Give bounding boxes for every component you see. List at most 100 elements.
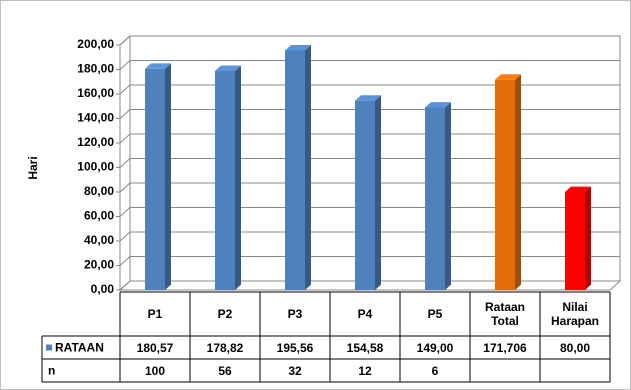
grid-segment [119, 207, 620, 217]
y-tick-label: 80,00 [84, 184, 114, 198]
bar [215, 65, 241, 291]
y-tick-label: 160,00 [77, 86, 114, 100]
y-tick-label: 120,00 [77, 135, 114, 149]
x-tick-label: P5 [427, 307, 443, 321]
bar-side [235, 65, 241, 290]
table-value: 100 [144, 363, 166, 378]
data-label: 80,00 [559, 340, 591, 355]
bar [145, 63, 171, 290]
bar [355, 95, 381, 291]
data-label: 171,706 [483, 340, 527, 355]
grid-line [119, 280, 620, 291]
data-label: 180,57 [136, 340, 174, 355]
y-tick-label: 20,00 [84, 258, 114, 272]
x-tick-label: P4 [357, 307, 373, 321]
grid-line [119, 256, 620, 266]
x-tick-label: P2 [217, 307, 233, 321]
x-tick-label-cell: P5 [427, 307, 443, 321]
bar-side [445, 102, 451, 290]
bar-front [355, 100, 375, 291]
grid-line [119, 60, 620, 70]
table-value: 32 [288, 363, 302, 378]
grid-line [119, 109, 620, 119]
data-label: 195,56 [276, 340, 314, 355]
bar-side [165, 63, 171, 290]
legend-swatch [46, 344, 52, 351]
x-tick-label: P1 [147, 307, 163, 321]
grid-line [119, 158, 620, 168]
bar-top [425, 102, 451, 108]
grid-segment [119, 280, 620, 291]
table-value: 6 [431, 363, 439, 378]
grid-segment [119, 84, 620, 95]
x-tick-label: P3 [287, 307, 303, 321]
data-label-cell: 171,706 [483, 340, 527, 355]
bar-side [515, 74, 521, 290]
x-tick-label-cell: Rataan Total [484, 300, 525, 328]
data-label: 178,82 [206, 340, 244, 355]
grid-line [119, 84, 620, 95]
bar [285, 45, 311, 291]
grid-segment [119, 35, 620, 46]
table-value-cell: 6 [431, 363, 439, 378]
bar-front [145, 68, 165, 290]
y-tick-label: 40,00 [84, 233, 114, 247]
grid-line [119, 35, 620, 46]
bar-side [585, 186, 591, 290]
y-tick-label: 140,00 [77, 111, 114, 125]
data-label-cell: 180,57 [136, 340, 174, 355]
y-tick-label: 60,00 [84, 209, 114, 223]
bar-front [425, 107, 445, 290]
y-axis-label: Hari [26, 156, 40, 179]
data-label-cell: 178,82 [206, 340, 244, 355]
grid-line [119, 231, 620, 242]
grid-segment [119, 60, 620, 70]
data-label-cell: 149,00 [416, 340, 454, 355]
x-tick-label-cell: Nilai Harapan [550, 300, 600, 328]
table-value-cell: 32 [288, 363, 302, 378]
bar-front [285, 50, 305, 291]
data-label-cell: 195,56 [276, 340, 314, 355]
x-tick-label: Rataan Total [484, 300, 525, 328]
grid-segment [119, 256, 620, 266]
grid-segment [119, 231, 620, 242]
bar-side [375, 95, 381, 290]
bar-top [355, 95, 381, 101]
bar-front [565, 192, 585, 290]
data-label: 154,58 [346, 340, 384, 355]
grid-segment [119, 158, 620, 168]
table-value-cell: 12 [358, 363, 372, 378]
bar-side [305, 45, 311, 290]
x-tick-label-cell: P4 [357, 307, 373, 321]
grid-segment [119, 133, 620, 144]
bar-top [215, 65, 241, 71]
x-tick-label-cell: P3 [287, 307, 303, 321]
row-label: n [48, 364, 55, 378]
grid-line [119, 133, 620, 144]
x-tick-label-cell: P1 [147, 307, 163, 321]
bar-top [285, 45, 311, 51]
legend-label: RATAAN [55, 341, 104, 355]
grid-segment [119, 109, 620, 119]
x-tick-label-cell: P2 [217, 307, 233, 321]
y-tick-label: 180,00 [77, 62, 114, 76]
y-tick-label: 200,00 [77, 37, 114, 51]
bar-top [145, 63, 171, 69]
table-value-cell: 100 [144, 363, 166, 378]
data-label: 149,00 [416, 340, 454, 355]
bar-front [495, 79, 515, 290]
bar-top [565, 186, 591, 192]
bar-top [495, 74, 521, 80]
x-tick-label: Nilai Harapan [550, 300, 600, 328]
table-value-cell: 56 [218, 363, 232, 378]
data-label-cell: 80,00 [559, 340, 591, 355]
bar [425, 102, 451, 290]
bar [495, 74, 521, 290]
grid-segment [119, 182, 620, 193]
data-label-cell: 154,58 [346, 340, 384, 355]
grid-line [119, 207, 620, 217]
table-value: 12 [358, 363, 372, 378]
table-value: 56 [218, 363, 232, 378]
y-tick-label: 100,00 [77, 160, 114, 174]
